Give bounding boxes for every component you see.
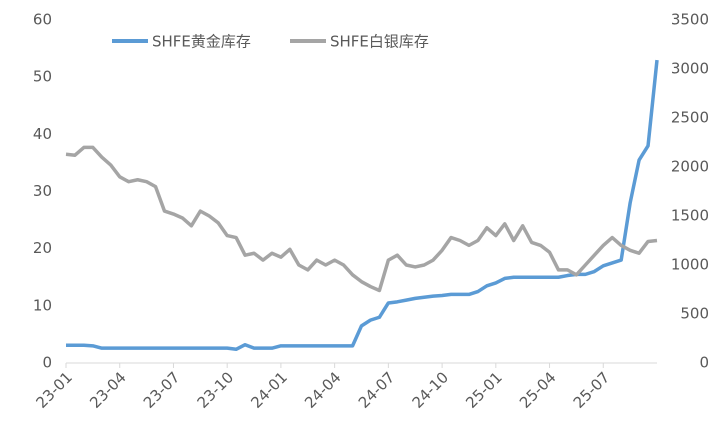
x-tick-label: 23-04	[86, 368, 130, 412]
y-tick-label: 20	[33, 239, 52, 257]
y2-tick-label: 1000	[671, 256, 709, 274]
x-tick-label: 24-01	[247, 368, 291, 412]
y-tick-label: 40	[33, 125, 52, 143]
y-tick-label: 10	[33, 296, 52, 314]
y-tick-label: 30	[33, 182, 52, 200]
y2-tick-label: 2000	[671, 158, 709, 176]
x-tick-label: 24-10	[409, 368, 453, 412]
y2-tick-label: 500	[680, 305, 709, 323]
y2-tick-label: 0	[699, 354, 709, 372]
legend-label: SHFE白银库存	[330, 33, 429, 51]
x-tick-label: 24-04	[301, 368, 345, 412]
y2-tick-label: 3500	[671, 11, 709, 29]
y2-tick-label: 3000	[671, 60, 709, 78]
legend-label: SHFE黄金库存	[152, 33, 251, 51]
x-tick-label: 23-07	[140, 368, 184, 412]
y-tick-label: 60	[33, 11, 52, 29]
x-tick-label: 25-07	[570, 368, 614, 412]
y2-tick-label: 1500	[671, 207, 709, 225]
y-tick-label: 50	[33, 68, 52, 86]
x-tick-label: 25-01	[462, 368, 506, 412]
series-line	[66, 59, 659, 352]
y2-tick-label: 2500	[671, 109, 709, 127]
y-tick-label: 0	[42, 354, 52, 372]
x-tick-label: 23-01	[32, 368, 76, 412]
x-tick-label: 24-07	[355, 368, 399, 412]
series-line	[65, 145, 658, 293]
x-tick-label: 23-10	[194, 368, 238, 412]
x-tick-label: 25-04	[516, 368, 560, 412]
